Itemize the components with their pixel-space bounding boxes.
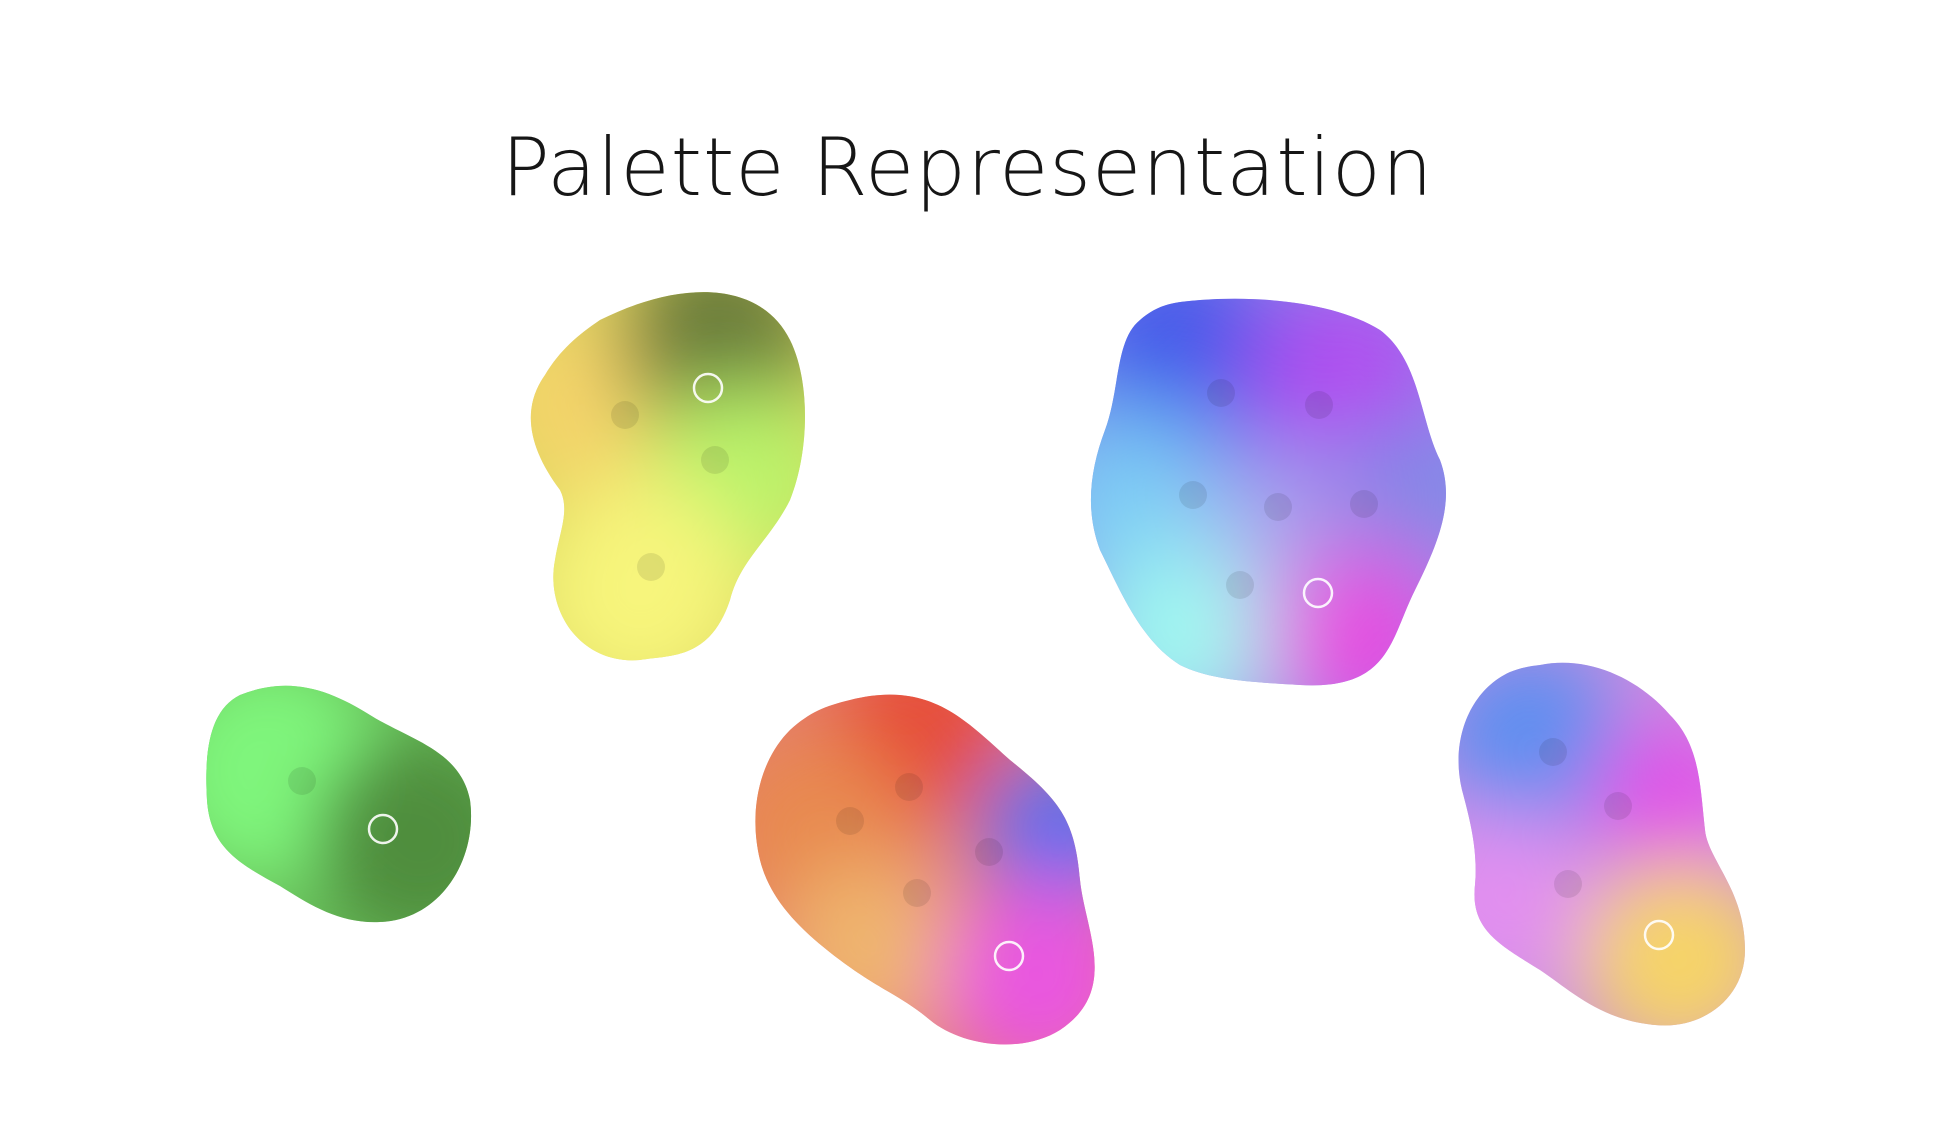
selected-color-ring[interactable] (692, 372, 724, 404)
color-glow (315, 735, 472, 923)
palette-blob-warm-pink[interactable] (710, 640, 1140, 1080)
selected-color-ring[interactable] (367, 813, 399, 845)
color-swatch-dot[interactable] (903, 879, 931, 907)
selected-color-ring[interactable] (993, 940, 1025, 972)
color-swatch-dot[interactable] (637, 553, 665, 581)
color-swatch-dot[interactable] (1604, 792, 1632, 820)
color-glow (1458, 810, 1590, 990)
color-glow (780, 860, 960, 1040)
color-swatch-dot[interactable] (611, 401, 639, 429)
color-swatch-dot[interactable] (1554, 870, 1582, 898)
color-swatch-dot[interactable] (1207, 379, 1235, 407)
color-glow (980, 750, 1095, 910)
color-swatch-dot[interactable] (1179, 481, 1207, 509)
color-glow (1580, 860, 1745, 1026)
color-swatch-dot[interactable] (1226, 571, 1254, 599)
color-swatch-dot[interactable] (288, 767, 316, 795)
color-swatch-dot[interactable] (701, 446, 729, 474)
color-swatch-dot[interactable] (1305, 391, 1333, 419)
palette-blob-blue-pink-gold[interactable] (1410, 645, 1780, 1060)
color-swatch-dot[interactable] (975, 838, 1003, 866)
color-swatch-dot[interactable] (1539, 738, 1567, 766)
color-glow (1330, 420, 1446, 580)
color-swatch-dot[interactable] (1350, 490, 1378, 518)
page-title: Palette Representation (501, 121, 1434, 214)
color-glow (1090, 545, 1275, 686)
selected-color-ring[interactable] (1302, 577, 1334, 609)
color-swatch-dot[interactable] (895, 773, 923, 801)
palette-blob-green[interactable] (160, 660, 525, 945)
color-glow (530, 480, 750, 661)
palette-blob-blue-violet[interactable] (1035, 250, 1490, 740)
color-glow (940, 880, 1095, 1045)
color-swatch-dot[interactable] (836, 807, 864, 835)
selected-color-ring[interactable] (1643, 919, 1675, 951)
color-glow (1200, 450, 1340, 590)
palette-blob-yellow-olive[interactable] (495, 240, 840, 700)
color-glow (1260, 540, 1446, 686)
color-swatch-dot[interactable] (1264, 493, 1292, 521)
